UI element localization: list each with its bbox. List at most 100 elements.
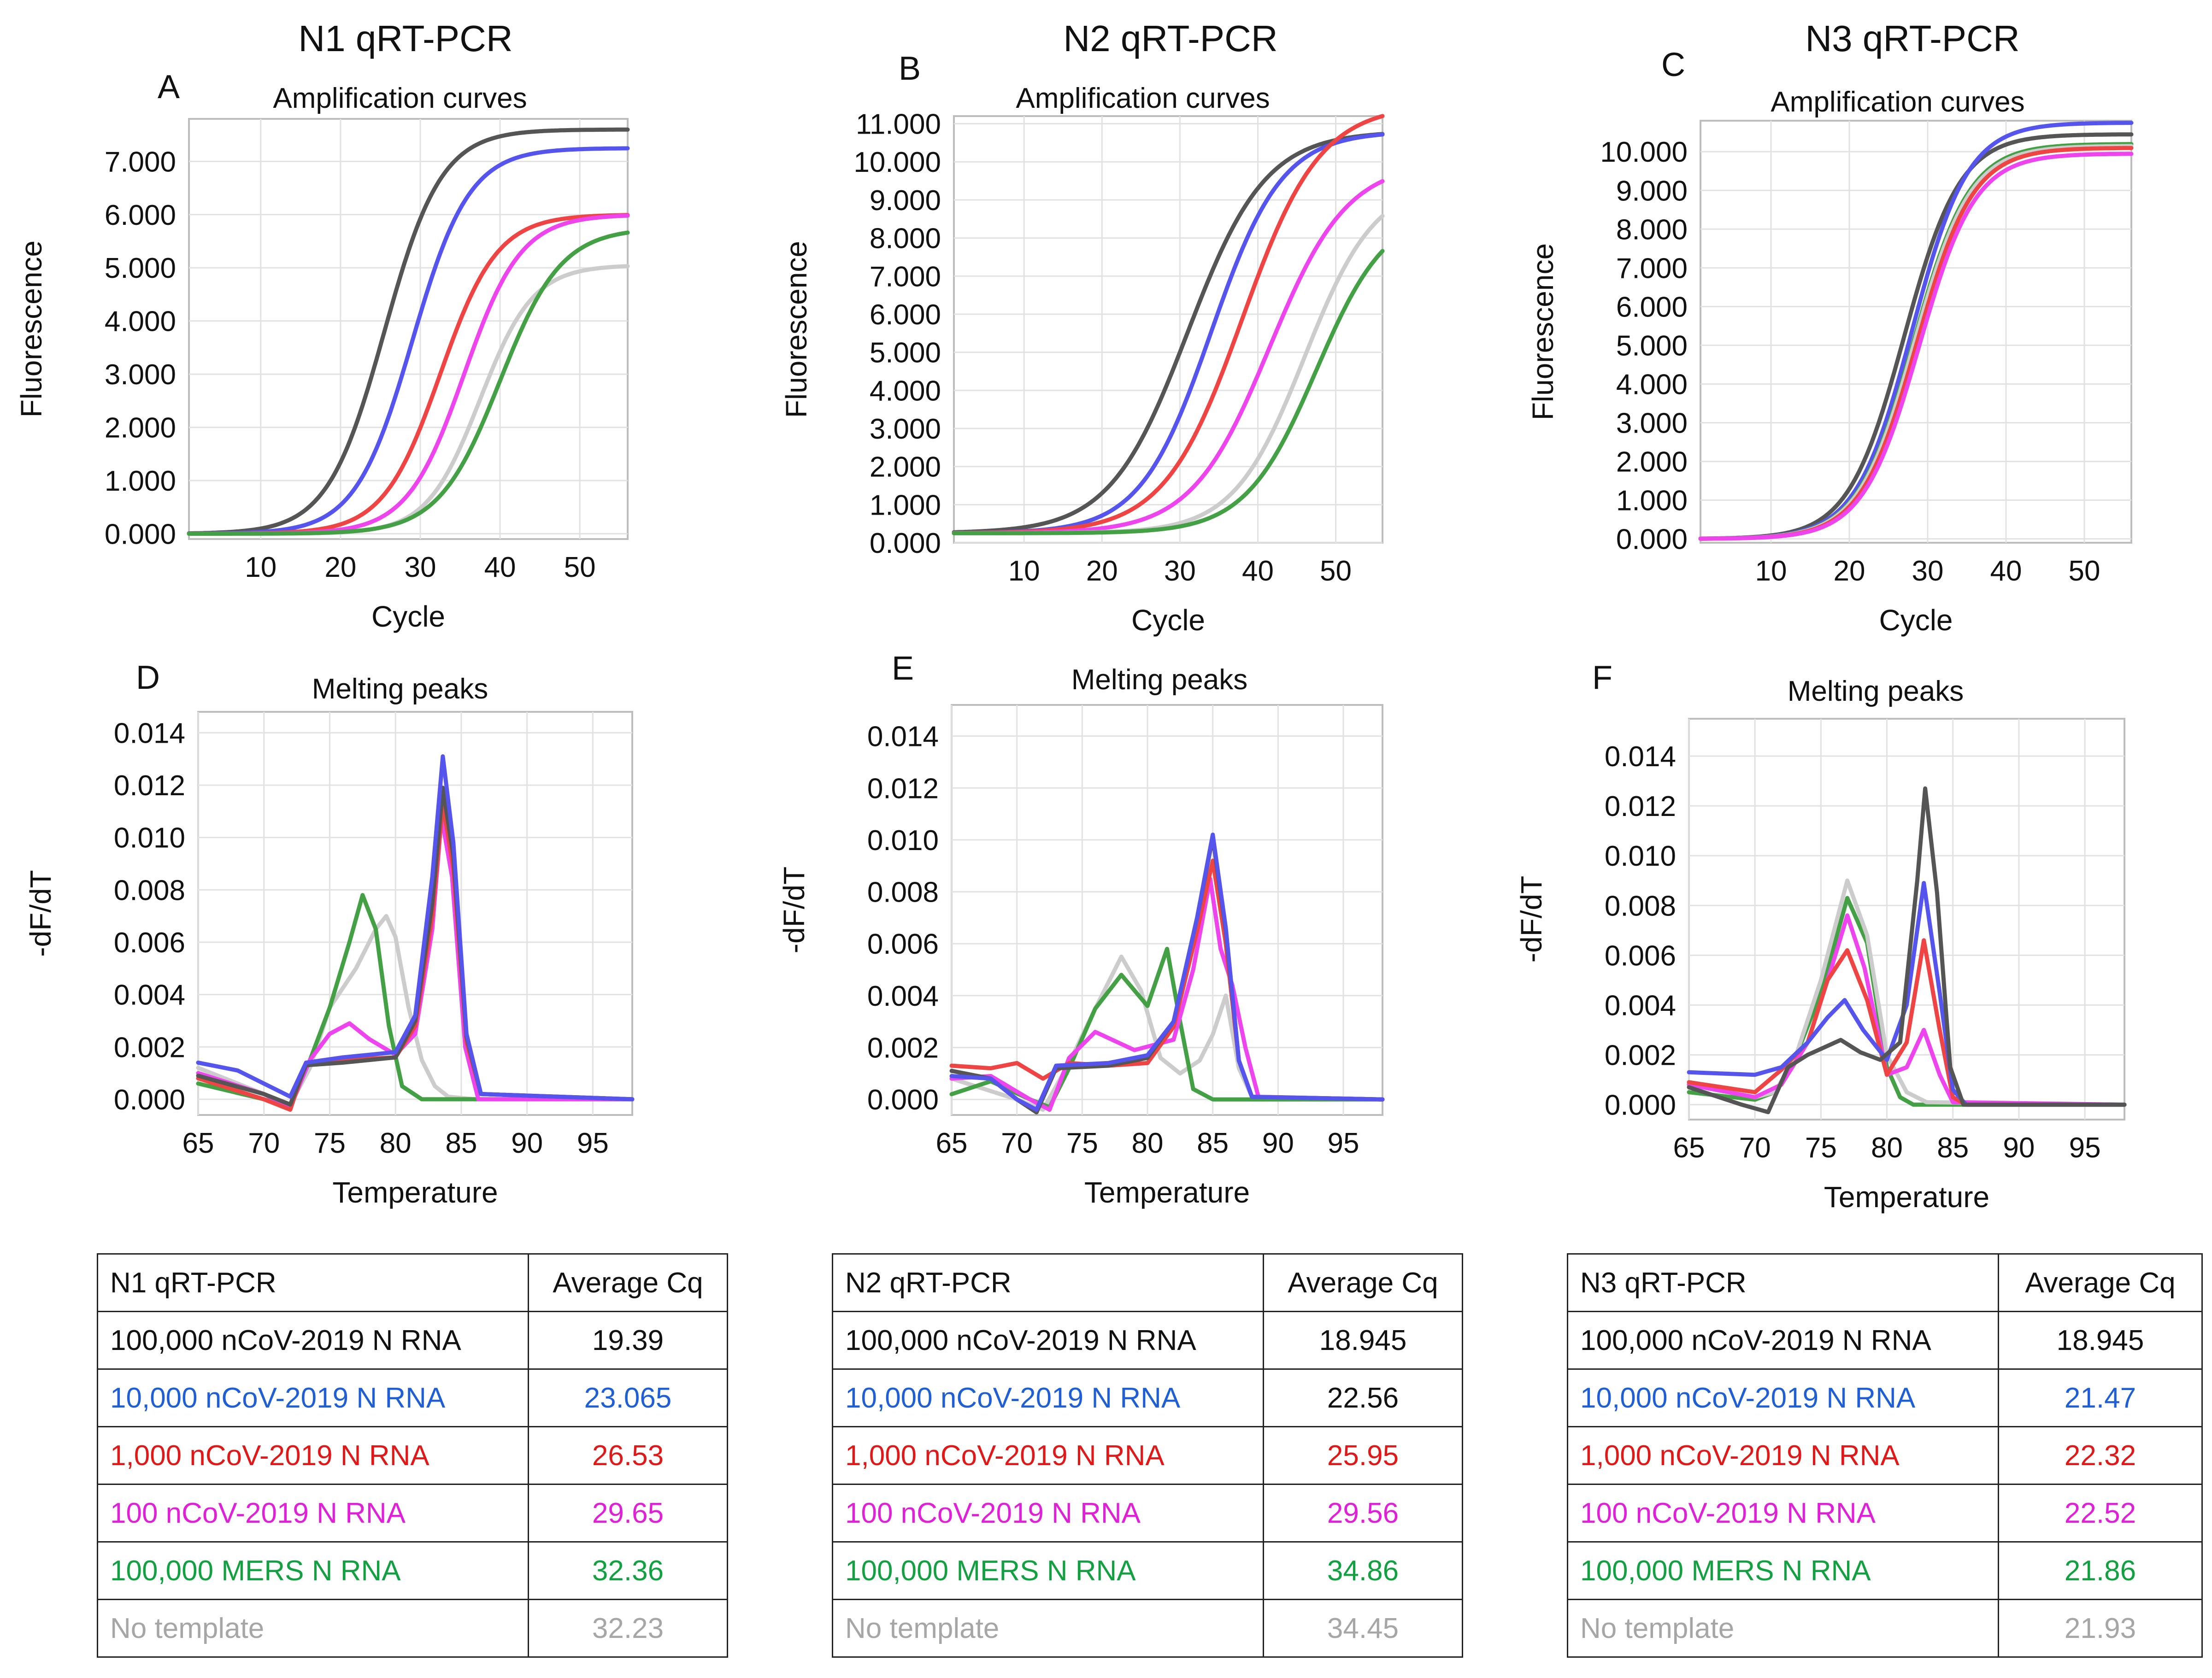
y-tick-label: 5.000 bbox=[105, 252, 176, 284]
table-row: 100,000 MERS N RNA 21.86 bbox=[1567, 1541, 2203, 1600]
cq-table-n1: N1 qRT-PCR Average Cq 100,000 nCoV-2019 … bbox=[97, 1253, 728, 1658]
x-tick-label: 65 bbox=[936, 1127, 968, 1159]
panel-b-title: Amplification curves bbox=[1016, 82, 1270, 114]
x-tick-label: 90 bbox=[2003, 1132, 2035, 1164]
panel-a-title: Amplification curves bbox=[273, 82, 527, 114]
table-header-cq: Average Cq bbox=[1263, 1253, 1463, 1312]
x-tick-label: 80 bbox=[1871, 1132, 1903, 1164]
y-tick-label: 0.000 bbox=[114, 1084, 185, 1116]
row-label: 100,000 nCoV-2019 N RNA bbox=[97, 1311, 529, 1370]
y-tick-label: 0.012 bbox=[114, 770, 185, 802]
y-tick-label: 0.002 bbox=[1605, 1040, 1676, 1072]
gridlines bbox=[954, 116, 1382, 544]
y-tick-label: 0.000 bbox=[1616, 524, 1688, 556]
y-tick-label: 0.010 bbox=[114, 822, 185, 854]
row-label: 100,000 nCoV-2019 N RNA bbox=[1567, 1311, 1999, 1370]
y-tick-label: 9.000 bbox=[1616, 175, 1688, 207]
row-label: 100,000 MERS N RNA bbox=[1567, 1541, 1999, 1600]
table-row: 10,000 nCoV-2019 N RNA 22.56 bbox=[832, 1368, 1463, 1427]
column-title-n1: N1 qRT-PCR bbox=[298, 18, 513, 59]
x-tick-label: 30 bbox=[1164, 555, 1196, 587]
row-label: 1,000 nCoV-2019 N RNA bbox=[832, 1426, 1264, 1485]
y-tick-label: 0.010 bbox=[1605, 840, 1676, 872]
chart-a-amplification-n1: 10 20 30 40 50 0.000 1.000 2.000 3.000 4.000 5.000… bbox=[15, 118, 630, 633]
x-tick-label: 85 bbox=[1937, 1132, 1969, 1164]
table-header-cq: Average Cq bbox=[528, 1253, 728, 1312]
series-line bbox=[196, 754, 635, 1102]
y-tick-label: 3.000 bbox=[105, 359, 176, 391]
series-lines bbox=[1698, 121, 2134, 541]
row-value: 19.39 bbox=[528, 1311, 728, 1370]
y-tick-label: 2.000 bbox=[1616, 446, 1688, 478]
y-axis-label: -dF/dT bbox=[24, 870, 57, 956]
plot-area bbox=[188, 118, 629, 540]
chart-d-melting-n1: 65 70 75 80 85 90 95 0.000 0.002 0.004 0.006 0.008 0… bbox=[24, 711, 635, 1209]
table-header-row: N1 qRT-PCR Average Cq bbox=[97, 1253, 728, 1312]
row-value: 29.56 bbox=[1263, 1484, 1463, 1543]
x-axis-label: Temperature bbox=[1084, 1176, 1250, 1209]
row-value: 34.86 bbox=[1263, 1541, 1463, 1600]
table-row: 100 nCoV-2019 N RNA 29.65 bbox=[97, 1484, 728, 1543]
row-value: 29.65 bbox=[528, 1484, 728, 1543]
panel-e-title: Melting peaks bbox=[1071, 664, 1248, 696]
y-tick-label: 0.008 bbox=[867, 877, 939, 909]
series-lines bbox=[196, 754, 635, 1112]
gridlines bbox=[189, 119, 628, 539]
chart-b-amplification-n2: 10 20 30 40 50 0.000 1.000 2.000 3.000 4.000 5.000… bbox=[780, 109, 1385, 637]
y-tick-label: 0.008 bbox=[1605, 890, 1676, 922]
table-header-cq: Average Cq bbox=[1998, 1253, 2203, 1312]
y-tick-label: 6.000 bbox=[105, 199, 176, 231]
row-label: No template bbox=[1567, 1599, 1999, 1658]
y-tick-label: 0.002 bbox=[867, 1033, 939, 1064]
y-axis-label: -dF/dT bbox=[1515, 876, 1548, 962]
row-label: 1,000 nCoV-2019 N RNA bbox=[1567, 1426, 1999, 1485]
series-line bbox=[1687, 786, 2127, 1115]
y-tick-label: 0.012 bbox=[1605, 791, 1676, 822]
row-label: 1,000 nCoV-2019 N RNA bbox=[97, 1426, 529, 1485]
x-tick-label: 70 bbox=[248, 1127, 280, 1159]
x-tick-label: 75 bbox=[1805, 1132, 1837, 1164]
gridlines bbox=[197, 712, 632, 1115]
table-row: No template 32.23 bbox=[97, 1599, 728, 1658]
y-tick-label: 4.000 bbox=[870, 375, 941, 407]
y-tick-label: 0.004 bbox=[867, 980, 939, 1012]
row-value: 18.945 bbox=[1263, 1311, 1463, 1370]
series-line bbox=[952, 132, 1385, 534]
panel-letter-e: E bbox=[892, 650, 914, 687]
y-tick-label: 1.000 bbox=[1616, 485, 1688, 517]
x-axis-label: Cycle bbox=[1879, 604, 1953, 637]
series-line bbox=[1698, 152, 2134, 541]
table-row: 100,000 nCoV-2019 N RNA 19.39 bbox=[97, 1311, 728, 1370]
y-tick-label: 0.000 bbox=[867, 1084, 939, 1116]
y-tick-label: 0.006 bbox=[867, 928, 939, 960]
table-row: No template 21.93 bbox=[1567, 1599, 2203, 1658]
row-label: 10,000 nCoV-2019 N RNA bbox=[97, 1368, 529, 1427]
y-tick-label: 7.000 bbox=[1616, 252, 1688, 284]
y-tick-label: 11.000 bbox=[856, 109, 941, 141]
table-header-assay: N2 qRT-PCR bbox=[832, 1253, 1264, 1312]
gridlines bbox=[1700, 121, 2131, 543]
y-tick-label: 3.000 bbox=[1616, 407, 1688, 439]
series-line bbox=[949, 954, 1385, 1112]
y-tick-label: 1.000 bbox=[105, 465, 176, 497]
row-label: 100,000 nCoV-2019 N RNA bbox=[832, 1311, 1264, 1370]
x-tick-label: 95 bbox=[1328, 1127, 1359, 1159]
x-axis-label: Temperature bbox=[332, 1176, 498, 1209]
x-tick-label: 85 bbox=[445, 1127, 477, 1159]
y-tick-label: 0.000 bbox=[105, 518, 176, 550]
row-label: No template bbox=[832, 1599, 1264, 1658]
panel-f-title: Melting peaks bbox=[1787, 675, 1964, 707]
row-label: 100,000 MERS N RNA bbox=[97, 1541, 529, 1600]
series-line bbox=[952, 249, 1385, 535]
row-label: 100,000 MERS N RNA bbox=[832, 1541, 1264, 1600]
x-tick-label: 40 bbox=[484, 552, 516, 583]
y-tick-label: 6.000 bbox=[870, 299, 941, 331]
row-label: 10,000 nCoV-2019 N RNA bbox=[1567, 1368, 1999, 1427]
x-axis-label: Cycle bbox=[1131, 604, 1205, 637]
row-value: 22.52 bbox=[1998, 1484, 2203, 1543]
y-tick-label: 4.000 bbox=[105, 306, 176, 338]
table-row: 10,000 nCoV-2019 N RNA 23.065 bbox=[97, 1368, 728, 1427]
row-value: 22.32 bbox=[1998, 1426, 2203, 1485]
y-tick-label: 10.000 bbox=[1600, 136, 1688, 168]
series-lines bbox=[187, 127, 630, 536]
